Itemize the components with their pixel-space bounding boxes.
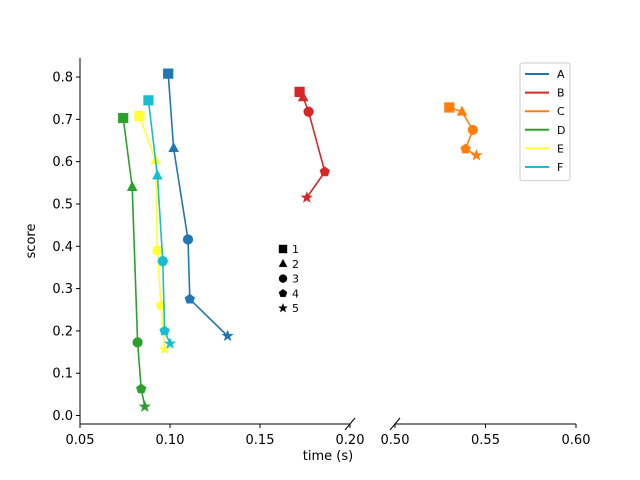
series-F: [143, 95, 177, 349]
data-point-E-3: [152, 245, 163, 256]
y-tick-label: 0.6: [52, 155, 73, 170]
data-point-C-1: [444, 102, 455, 113]
x-tick-label-right: 0.55: [471, 433, 500, 448]
shape-legend-label: 1: [292, 243, 299, 256]
shape-legend-label: 3: [292, 273, 299, 286]
series-line-A: [167, 73, 229, 337]
data-point-C-5: [470, 148, 483, 161]
series-D: [118, 112, 151, 412]
shape-legend-star-icon: [278, 303, 288, 313]
series-group: [118, 68, 483, 412]
data-point-A-1: [163, 68, 174, 79]
data-point-C-2: [456, 105, 468, 116]
data-point-F-3: [157, 256, 168, 267]
data-point-B-2: [297, 91, 309, 102]
series-B: [294, 86, 330, 203]
series-line-D: [122, 117, 146, 407]
data-point-C-4: [460, 143, 471, 154]
data-point-B-3: [303, 106, 314, 117]
x-tick-label-left: 0.20: [336, 433, 365, 448]
data-point-A-5: [221, 329, 234, 342]
data-point-D-3: [132, 337, 143, 348]
legend-label-D: D: [557, 124, 565, 137]
x-tick-label-left: 0.10: [156, 433, 185, 448]
legend-label-C: C: [557, 105, 565, 118]
y-tick-label: 0.1: [52, 367, 73, 382]
data-point-F-1: [143, 95, 154, 106]
data-point-A-3: [182, 234, 194, 245]
data-point-C-3: [467, 124, 478, 135]
legend-label-B: B: [557, 87, 565, 100]
data-point-A-2: [168, 141, 179, 153]
series-A: [163, 68, 234, 342]
y-tick-label: 0.3: [52, 282, 73, 297]
data-point-F-2: [152, 169, 163, 180]
data-point-F-4: [159, 325, 170, 336]
x-tick-label-right: 0.60: [562, 433, 591, 448]
y-tick-label: 0.2: [52, 324, 73, 339]
shape-legend-label: 2: [292, 258, 299, 271]
y-tick-label: 0.4: [52, 240, 73, 255]
marker-shape-legend: 1 2 34 5: [278, 243, 299, 315]
y-tick-label: 0.0: [52, 409, 73, 424]
data-point-B-5: [300, 191, 313, 203]
x-tick-label-left: 0.15: [246, 433, 275, 448]
data-point-F-5: [163, 337, 177, 349]
legend-label-F: F: [557, 161, 563, 174]
series-line-B: [298, 91, 326, 199]
x-tick-label-left: 0.05: [66, 433, 95, 448]
y-tick-label: 0.7: [52, 113, 73, 128]
shape-legend-label: 4: [292, 287, 299, 300]
data-point-D-1: [118, 112, 129, 124]
shape-legend-circle-icon: [278, 274, 288, 283]
legend-label-A: A: [557, 68, 565, 81]
shape-legend-label: 5: [292, 302, 299, 315]
data-point-A-4: [184, 293, 195, 304]
legend-label-E: E: [557, 142, 564, 155]
data-point-E-1: [134, 110, 145, 122]
x-axis-label: time (s): [303, 449, 353, 464]
shape-legend-pentagon-icon: [278, 288, 288, 297]
data-point-B-4: [319, 166, 330, 177]
y-tick-label: 0.8: [52, 71, 73, 86]
shape-legend-triangle-icon: [278, 258, 288, 267]
data-point-D-2: [126, 180, 138, 191]
data-point-D-4: [136, 383, 147, 394]
series-C: [444, 102, 483, 161]
axes: 0.0 0.1 0.2 0.3 0.4 0.5 0.6 0.7 0.8 0.05 0.10 0.15 0…: [52, 58, 590, 448]
y-tick-label: 0.5: [52, 197, 73, 212]
data-point-D-5: [138, 400, 151, 412]
y-axis-label: score: [24, 224, 39, 259]
shape-legend-square-icon: [278, 244, 288, 254]
x-tick-label-right: 0.50: [381, 433, 410, 448]
data-point-E-5: [158, 342, 171, 355]
